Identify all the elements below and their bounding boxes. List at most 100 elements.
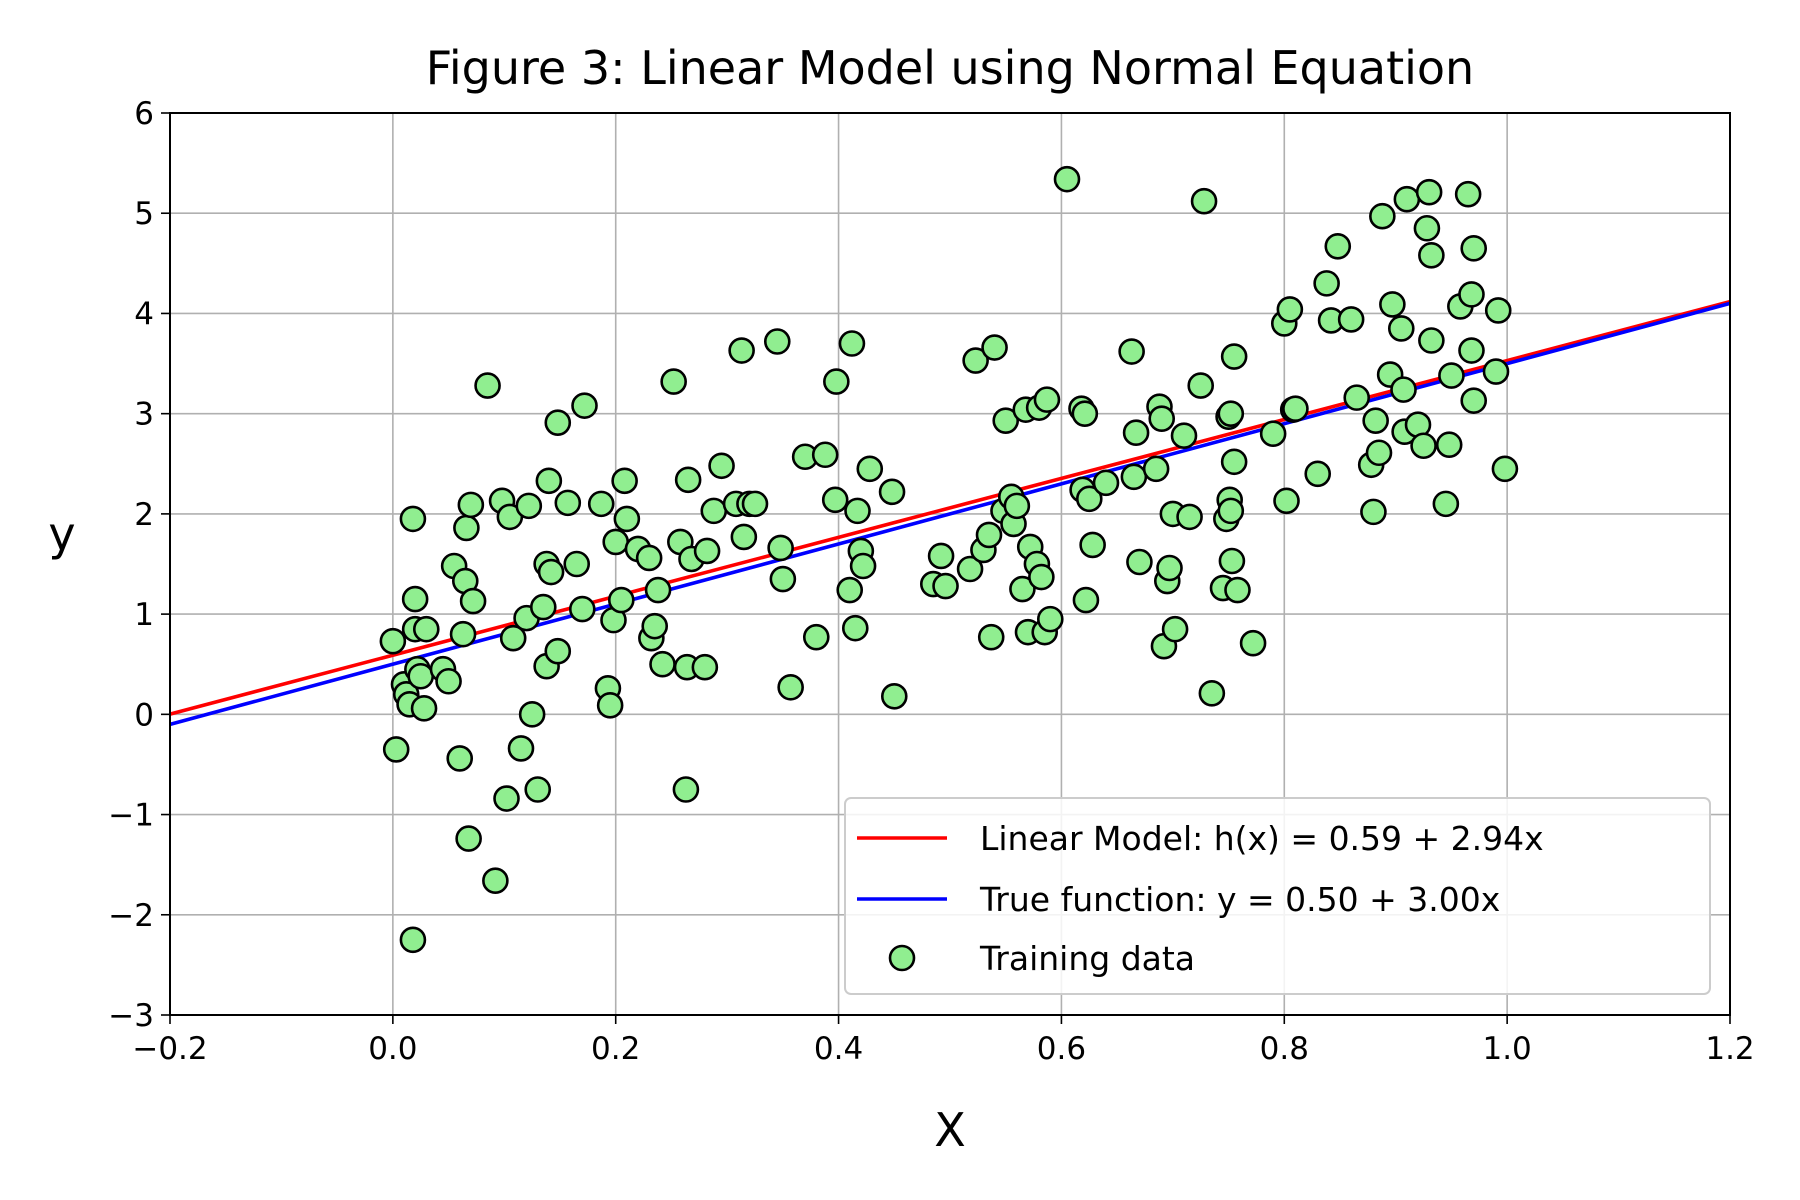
scatter-point [499,624,527,652]
scatter-point [1460,387,1488,414]
scatter-point [821,486,849,514]
scatter-point [1053,165,1081,193]
scatter-point [1324,232,1352,260]
scatter-point [410,695,438,722]
scatter-point [1033,386,1061,413]
y-tick-label: −2 [108,898,154,934]
scatter-point [641,612,669,640]
scatter-point [1438,362,1465,389]
scatter-point [571,392,598,419]
scatter-point [1126,548,1153,576]
scatter-point [1379,291,1406,318]
y-axis-label: y [48,507,75,561]
scatter-point [1304,460,1332,488]
scatter-point [823,368,850,395]
scatter-point [1337,306,1365,333]
scatter-point [1142,455,1170,483]
scatter-point [977,623,1005,651]
scatter-point [1276,296,1304,323]
scatter-point [446,745,474,772]
scatter-point [844,497,871,525]
scatter-point [708,452,735,480]
scatter-point [1413,214,1441,242]
scatter-point [878,478,906,506]
legend-marker-scatter [888,944,916,972]
scatter-point [1418,242,1445,269]
ticks: −0.2 0.0 0.2 0.4 0.6 0.8 1.0 1.2 −3 −2 −1 0 1 2 3 4 5 6 [108,96,1754,1067]
scatter-point [1148,405,1176,432]
scatter-point [769,565,797,593]
scatter-point [399,505,427,533]
scatter-point [1220,343,1248,370]
scatter-point [728,337,755,364]
scatter-point [1190,187,1218,215]
x-tick-label: −0.2 [132,1031,207,1067]
series-line-1 [169,301,1731,727]
legend-label: Linear Model: h(x) = 0.59 + 2.94x [980,819,1544,858]
scatter-point [849,552,877,580]
scatter-point [975,521,1003,549]
scatter-point [1072,586,1100,614]
legend-label: True function: y = 0.50 + 3.00x [979,880,1500,919]
chart-title: Figure 3: Linear Model using Normal Equa… [426,41,1474,95]
scatter-point [507,735,535,762]
scatter-point [1282,395,1309,422]
scatter-point [457,491,485,519]
scatter-point [1369,202,1396,230]
scatter-point [992,407,1020,434]
scatter-point [602,528,630,556]
scatter-point [1217,400,1245,427]
scatter-point [1239,629,1267,657]
y-tick-label: 2 [134,497,154,533]
scatter-point [1092,469,1120,497]
scatter-point [459,587,487,615]
scatter-point [1313,270,1340,297]
scatter-point [554,489,582,517]
scatter-point [674,466,702,494]
scatter-point [741,490,769,518]
scatter-point [672,776,700,803]
scatter-point [1120,463,1148,491]
scatter-point [1259,420,1287,448]
scatter-point [777,673,804,701]
scatter-point [1118,338,1145,365]
scatter-point [544,409,572,436]
x-tick-label: 0.8 [1260,1031,1309,1067]
scatter-point [1432,490,1460,518]
y-tick-label: 4 [134,296,154,332]
scatter-point [379,627,407,655]
scatter-point [763,328,791,355]
scatter-point [1482,358,1510,385]
scatter-point [568,595,596,623]
scatter-point [1075,485,1103,513]
scatter-point [693,537,721,565]
scatter-point [836,576,864,604]
y-tick-label: −1 [108,798,154,834]
x-tick-label: 0.6 [1037,1031,1086,1067]
scatter-point [1071,400,1099,427]
scatter-point [1484,297,1512,324]
scatter-point [1360,498,1387,526]
scatter-point [449,620,477,648]
y-tick-label: −3 [108,998,154,1034]
y-tick-label: 5 [134,196,154,232]
x-tick-label: 1.0 [1482,1031,1531,1067]
scatter-point [613,505,641,533]
scatter-point [1218,547,1246,575]
scatter-point [841,614,869,642]
scatter-point [660,368,687,395]
y-tick-label: 3 [134,397,154,433]
scatter-point [1390,376,1417,403]
scatter-point [1491,455,1519,483]
scatter-point [1365,439,1393,467]
scatter-point [649,650,676,678]
scatter-point [453,514,480,542]
x-tick-label: 1.2 [1705,1031,1754,1067]
scatter-point [474,372,501,399]
scatter-point [700,497,728,525]
scatter-point [767,534,794,562]
scatter-point [1009,575,1036,603]
scatter-point [811,441,839,469]
